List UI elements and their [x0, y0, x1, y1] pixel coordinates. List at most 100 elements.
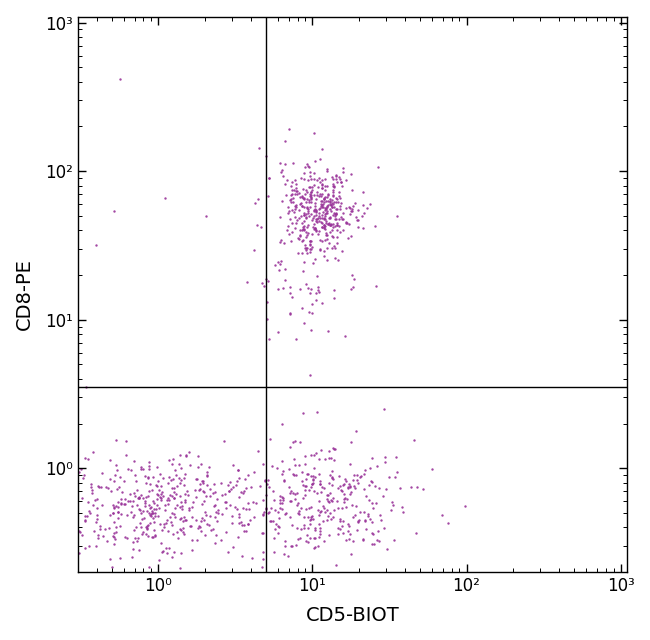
Point — [109, 205, 119, 216]
Point — [321, 203, 332, 213]
Point — [273, 507, 283, 517]
Point — [307, 298, 317, 308]
Point — [310, 253, 320, 264]
Point — [252, 193, 263, 204]
Point — [332, 193, 342, 204]
Point — [287, 218, 297, 228]
Point — [220, 527, 231, 538]
Point — [278, 476, 289, 486]
Point — [299, 202, 309, 212]
Point — [324, 237, 334, 248]
Point — [314, 519, 324, 529]
Point — [348, 201, 358, 211]
Point — [198, 478, 208, 488]
Point — [316, 196, 326, 206]
Point — [141, 529, 151, 539]
Point — [114, 521, 125, 531]
Point — [392, 211, 402, 221]
Point — [152, 490, 162, 500]
Point — [307, 185, 317, 195]
Point — [278, 283, 289, 293]
Point — [153, 485, 164, 495]
Point — [92, 530, 103, 540]
Point — [345, 482, 356, 492]
Point — [252, 220, 263, 230]
Point — [297, 248, 307, 258]
Point — [367, 476, 378, 486]
Point — [264, 334, 274, 344]
Point — [264, 506, 274, 516]
Point — [201, 509, 211, 520]
Point — [177, 500, 187, 511]
Point — [322, 219, 333, 229]
Point — [164, 490, 175, 500]
Point — [148, 472, 158, 483]
Point — [297, 236, 307, 246]
Point — [326, 200, 336, 210]
Point — [310, 525, 320, 535]
Point — [63, 541, 73, 551]
Point — [308, 222, 318, 232]
Point — [262, 479, 272, 490]
Point — [302, 530, 312, 540]
Point — [344, 520, 354, 531]
Point — [285, 512, 295, 522]
Point — [294, 234, 304, 244]
Point — [306, 284, 316, 294]
Point — [314, 208, 324, 218]
Point — [295, 532, 306, 543]
Point — [60, 472, 71, 483]
Point — [336, 198, 346, 209]
Point — [175, 502, 185, 513]
Point — [166, 552, 177, 562]
Point — [190, 474, 201, 484]
Point — [162, 495, 172, 505]
Point — [240, 483, 251, 493]
Point — [320, 174, 331, 184]
Point — [312, 214, 322, 224]
Point — [54, 516, 64, 527]
Point — [306, 197, 316, 207]
Point — [325, 469, 335, 479]
Point — [330, 214, 341, 225]
Point — [157, 473, 168, 483]
Point — [332, 218, 342, 228]
Point — [257, 509, 268, 519]
Point — [353, 517, 363, 527]
Point — [70, 507, 80, 517]
Point — [289, 207, 299, 217]
Point — [294, 230, 305, 240]
Point — [167, 520, 177, 530]
Point — [297, 476, 307, 486]
Point — [285, 190, 296, 200]
Point — [109, 503, 120, 513]
Point — [287, 177, 297, 187]
Point — [280, 264, 290, 274]
Point — [144, 509, 155, 520]
Point — [343, 479, 354, 489]
Point — [241, 504, 252, 515]
Point — [75, 527, 85, 538]
Point — [66, 552, 77, 562]
Point — [309, 168, 319, 178]
Point — [324, 220, 335, 230]
Point — [238, 488, 248, 498]
Point — [328, 187, 339, 197]
Point — [119, 476, 129, 486]
Point — [303, 537, 313, 547]
Point — [164, 543, 174, 553]
Point — [152, 493, 162, 504]
Point — [348, 511, 358, 522]
Point — [301, 209, 311, 219]
Point — [307, 242, 317, 252]
Point — [163, 499, 174, 509]
Point — [308, 205, 318, 215]
Point — [320, 236, 331, 246]
Point — [138, 527, 148, 537]
Point — [330, 243, 341, 253]
Point — [380, 456, 390, 467]
Point — [313, 227, 324, 237]
Point — [233, 465, 244, 476]
Point — [277, 492, 287, 502]
Point — [212, 493, 222, 504]
